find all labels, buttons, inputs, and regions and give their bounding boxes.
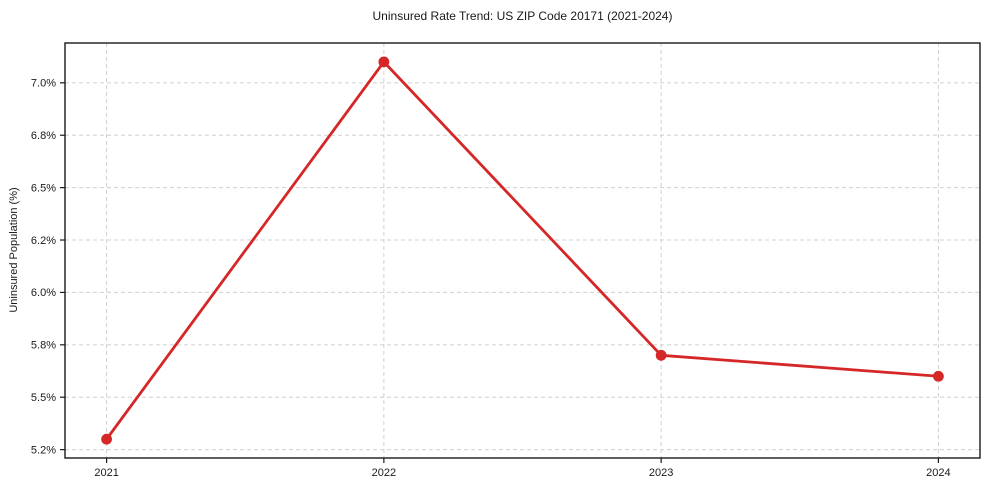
y-tick-label: 5.5% — [31, 392, 56, 404]
chart-title: Uninsured Rate Trend: US ZIP Code 20171 … — [372, 9, 673, 23]
plot-border — [64, 42, 981, 459]
data-point-2024 — [933, 370, 944, 382]
y-tick-label: 7.0% — [31, 78, 56, 90]
y-tick-label: 5.8% — [31, 340, 56, 352]
trend-line — [105, 60, 940, 441]
y-tick-label: 6.5% — [31, 182, 56, 194]
y-tick-label: 6.8% — [31, 130, 56, 142]
data-point-2021 — [101, 433, 112, 445]
y-tick-label: 6.0% — [31, 287, 56, 299]
x-tick-label: 2021 — [94, 467, 118, 479]
x-tick-label: 2023 — [649, 467, 673, 479]
data-point-2022 — [378, 56, 390, 68]
y-tick-label: 6.2% — [31, 235, 56, 247]
x-tick-label: 2022 — [372, 467, 396, 479]
x-tick-label: 2024 — [926, 467, 950, 479]
data-point-2023 — [655, 349, 667, 361]
y-tick-label: 5.2% — [31, 444, 56, 456]
